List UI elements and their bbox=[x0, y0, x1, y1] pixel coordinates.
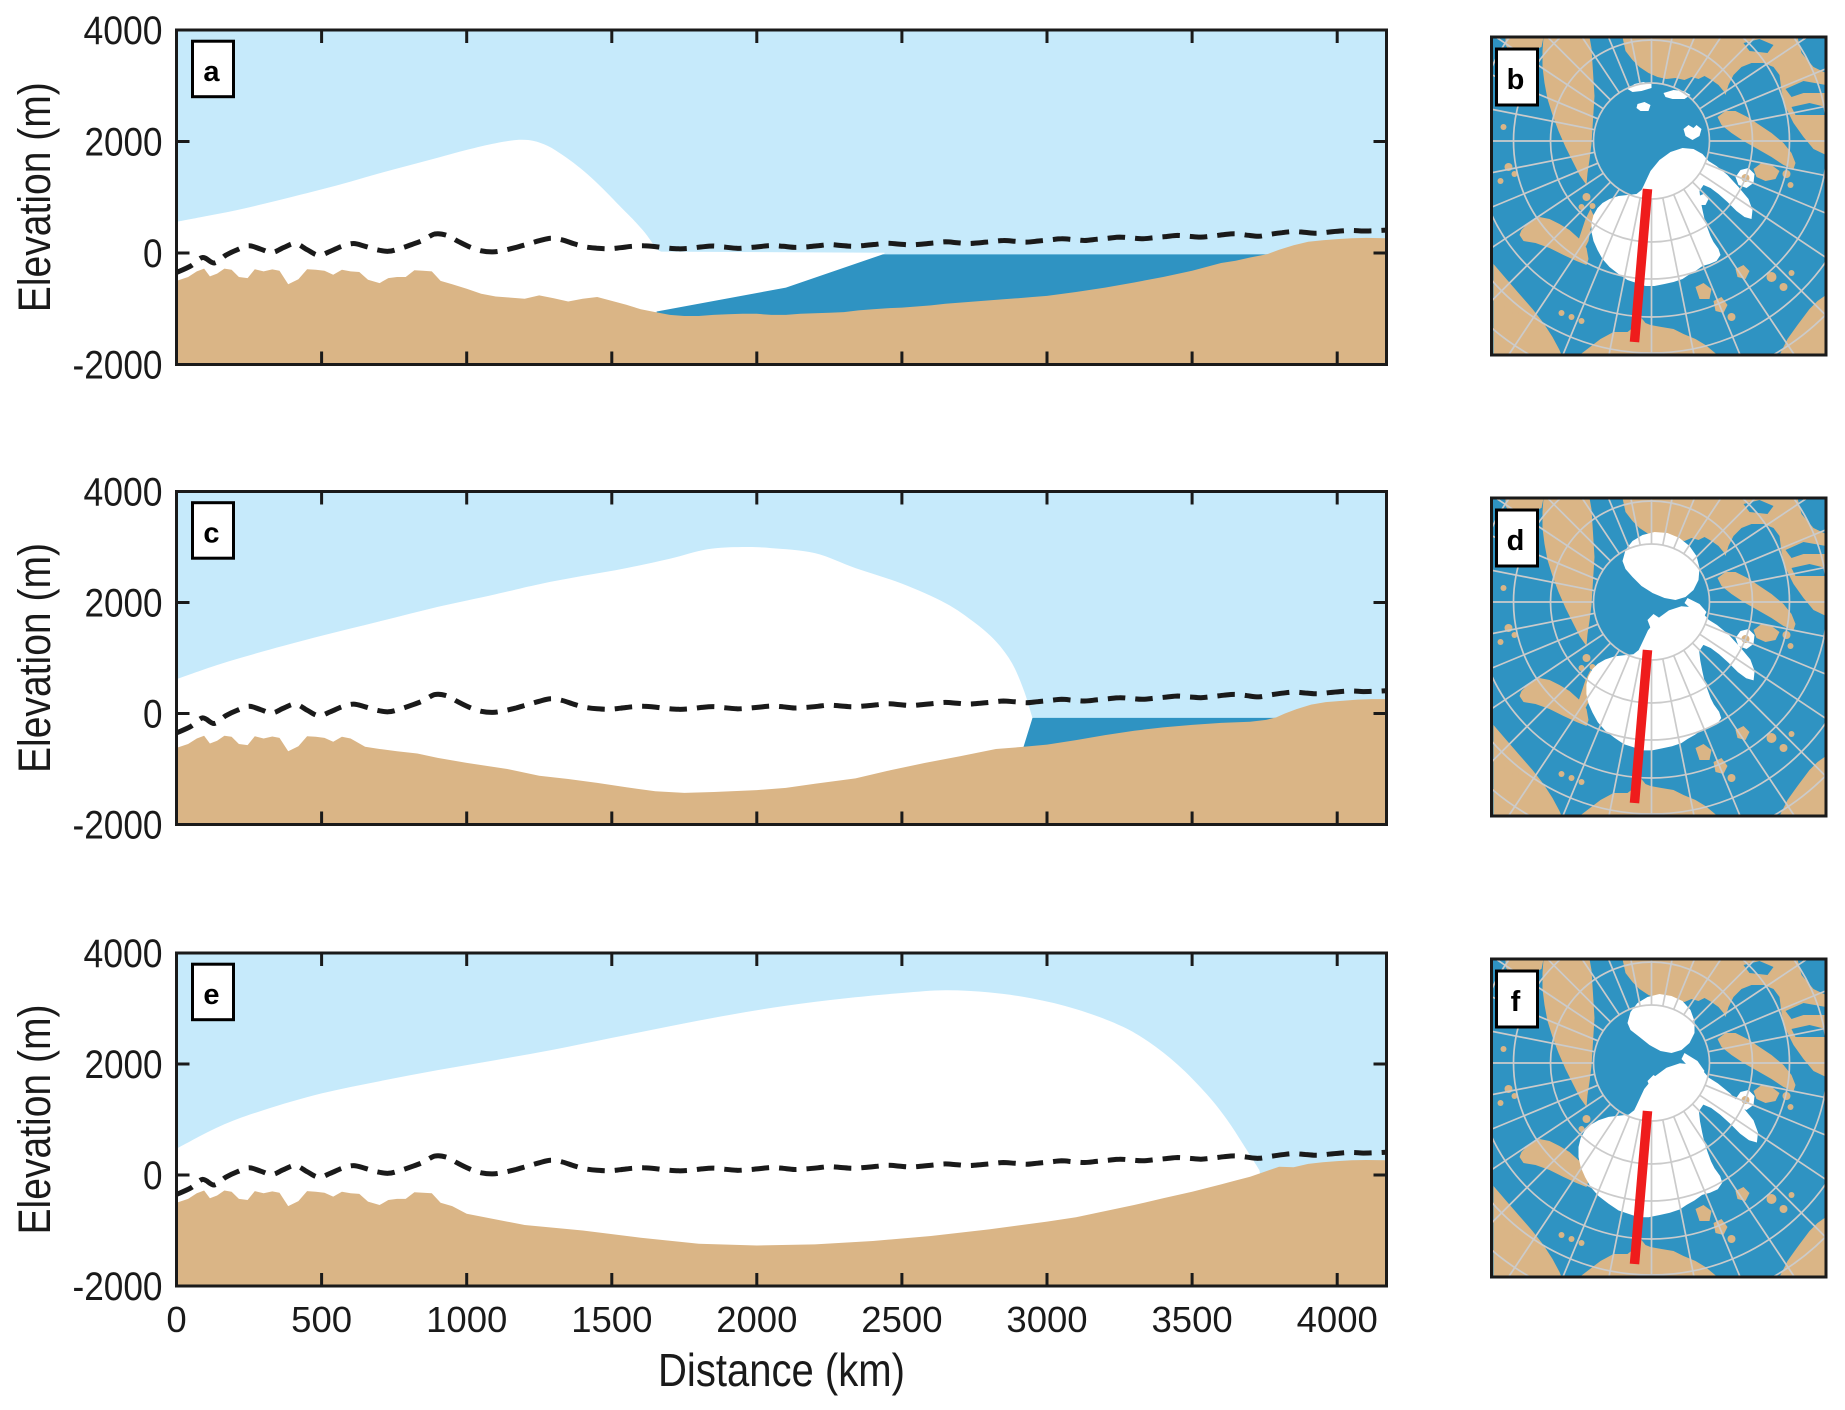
svg-text:d: d bbox=[1507, 525, 1525, 557]
svg-text:2000: 2000 bbox=[85, 582, 163, 626]
svg-text:Distance (km): Distance (km) bbox=[658, 1344, 905, 1396]
svg-text:1500: 1500 bbox=[571, 1299, 652, 1340]
svg-text:f: f bbox=[1511, 986, 1521, 1018]
svg-text:c: c bbox=[203, 518, 219, 550]
svg-text:a: a bbox=[203, 56, 220, 88]
svg-text:-2000: -2000 bbox=[73, 1265, 163, 1309]
svg-text:-2000: -2000 bbox=[73, 804, 163, 848]
svg-text:1000: 1000 bbox=[426, 1299, 507, 1340]
svg-text:4000: 4000 bbox=[84, 9, 163, 53]
svg-text:e: e bbox=[203, 979, 219, 1011]
svg-text:3000: 3000 bbox=[1006, 1299, 1087, 1340]
svg-text:b: b bbox=[1507, 64, 1525, 96]
svg-text:-2000: -2000 bbox=[73, 344, 163, 388]
svg-text:4000: 4000 bbox=[1297, 1299, 1378, 1340]
svg-text:0: 0 bbox=[143, 1154, 163, 1198]
svg-text:0: 0 bbox=[143, 232, 163, 276]
svg-text:3500: 3500 bbox=[1151, 1299, 1232, 1340]
svg-text:0: 0 bbox=[143, 693, 163, 737]
svg-text:4000: 4000 bbox=[84, 471, 163, 515]
svg-text:Elevation (m): Elevation (m) bbox=[9, 543, 60, 773]
svg-text:2000: 2000 bbox=[85, 121, 163, 165]
svg-text:4000: 4000 bbox=[84, 932, 163, 976]
svg-text:2000: 2000 bbox=[716, 1299, 797, 1340]
svg-text:Elevation (m): Elevation (m) bbox=[9, 1005, 60, 1235]
svg-text:Elevation (m): Elevation (m) bbox=[9, 82, 60, 312]
svg-text:2000: 2000 bbox=[85, 1043, 163, 1087]
svg-text:0: 0 bbox=[166, 1299, 186, 1340]
svg-text:2500: 2500 bbox=[861, 1299, 942, 1340]
svg-text:500: 500 bbox=[291, 1299, 352, 1340]
